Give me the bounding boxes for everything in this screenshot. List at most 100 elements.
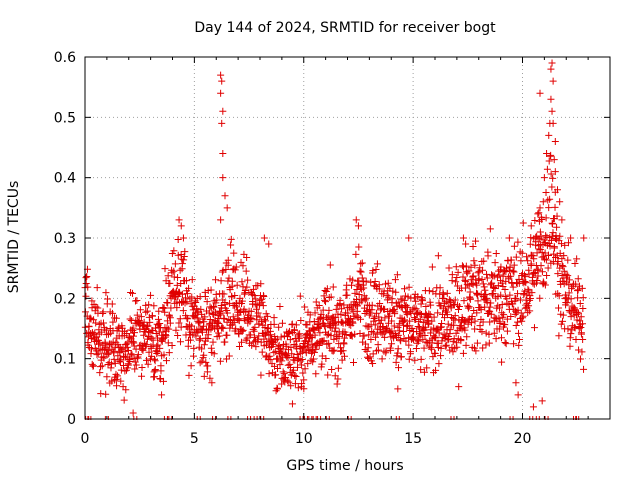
data-point — [165, 349, 173, 357]
data-point — [296, 330, 304, 338]
data-point — [545, 251, 553, 259]
data-point — [563, 299, 571, 307]
data-point — [559, 263, 567, 271]
data-point — [469, 272, 477, 280]
data-point — [227, 321, 235, 329]
data-point-outlier — [218, 77, 226, 85]
data-point — [230, 318, 238, 326]
data-point — [473, 309, 481, 317]
data-point — [160, 304, 168, 312]
data-point-outlier — [354, 222, 362, 230]
data-point-outlier — [545, 131, 553, 139]
data-point — [160, 351, 168, 359]
data-point — [301, 303, 309, 311]
data-point — [232, 263, 240, 271]
data-point — [554, 270, 562, 278]
data-point — [298, 380, 306, 388]
data-point — [182, 277, 190, 285]
data-point — [278, 357, 286, 365]
data-point — [372, 333, 380, 341]
data-point — [406, 317, 414, 325]
data-point — [292, 321, 300, 329]
data-point — [473, 281, 481, 289]
data-point — [102, 289, 110, 297]
data-point — [370, 329, 378, 337]
data-point — [452, 278, 460, 286]
data-point — [344, 309, 352, 317]
data-point — [176, 266, 184, 274]
data-point — [250, 327, 258, 335]
data-point — [108, 300, 116, 308]
data-point — [372, 266, 380, 274]
data-point — [512, 322, 520, 330]
data-point — [392, 288, 400, 296]
data-point — [200, 351, 208, 359]
data-point — [97, 390, 105, 398]
data-point — [566, 308, 574, 316]
data-point — [482, 290, 490, 298]
data-point — [310, 348, 318, 356]
axes: 0 0.1 0.2 0.3 0.4 0.5 0.6 0 5 10 15 20 — [54, 50, 611, 447]
data-point — [349, 319, 357, 327]
data-point — [304, 341, 312, 349]
data-point — [86, 314, 94, 322]
data-point — [389, 287, 397, 295]
data-point — [104, 295, 112, 303]
data-point — [236, 309, 244, 317]
data-point — [498, 300, 506, 308]
data-point — [552, 254, 560, 262]
data-point — [170, 247, 178, 255]
data-point — [325, 339, 333, 347]
data-point — [183, 314, 191, 322]
data-point — [533, 276, 541, 284]
data-point — [422, 302, 430, 310]
data-point-outlier — [158, 391, 166, 399]
data-point — [144, 322, 152, 330]
data-point — [436, 284, 444, 292]
data-point — [270, 320, 278, 328]
data-point — [220, 290, 228, 298]
data-point — [457, 337, 465, 345]
data-point-outlier — [405, 234, 413, 242]
data-point — [132, 345, 140, 353]
data-point — [253, 305, 261, 313]
data-point — [231, 292, 239, 300]
data-point — [566, 342, 574, 350]
data-point — [495, 271, 503, 279]
data-point-outlier — [540, 174, 548, 182]
data-point — [362, 322, 370, 330]
data-point — [107, 360, 115, 368]
data-point — [556, 232, 564, 240]
data-point — [484, 252, 492, 260]
data-point — [410, 304, 418, 312]
data-point-outlier — [549, 119, 557, 127]
data-point — [265, 370, 273, 378]
data-point — [280, 332, 288, 340]
data-point — [366, 353, 374, 361]
data-point — [527, 260, 535, 268]
data-point — [506, 291, 514, 299]
data-point — [122, 386, 130, 394]
data-point — [124, 339, 132, 347]
data-point — [526, 240, 534, 248]
data-point — [138, 364, 146, 372]
data-point — [519, 312, 527, 320]
data-point — [525, 302, 533, 310]
data-point — [154, 348, 162, 356]
data-point — [470, 257, 478, 265]
data-point — [480, 283, 488, 291]
data-point — [407, 309, 415, 317]
data-point — [414, 336, 422, 344]
data-point — [574, 286, 582, 294]
data-point — [526, 295, 534, 303]
data-point — [486, 318, 494, 326]
data-point — [388, 295, 396, 303]
data-point — [151, 365, 159, 373]
data-point — [257, 371, 265, 379]
data-point — [115, 357, 123, 365]
data-point — [212, 276, 220, 284]
data-point — [283, 333, 291, 341]
data-point — [432, 366, 440, 374]
data-point — [181, 248, 189, 256]
data-point — [501, 286, 509, 294]
